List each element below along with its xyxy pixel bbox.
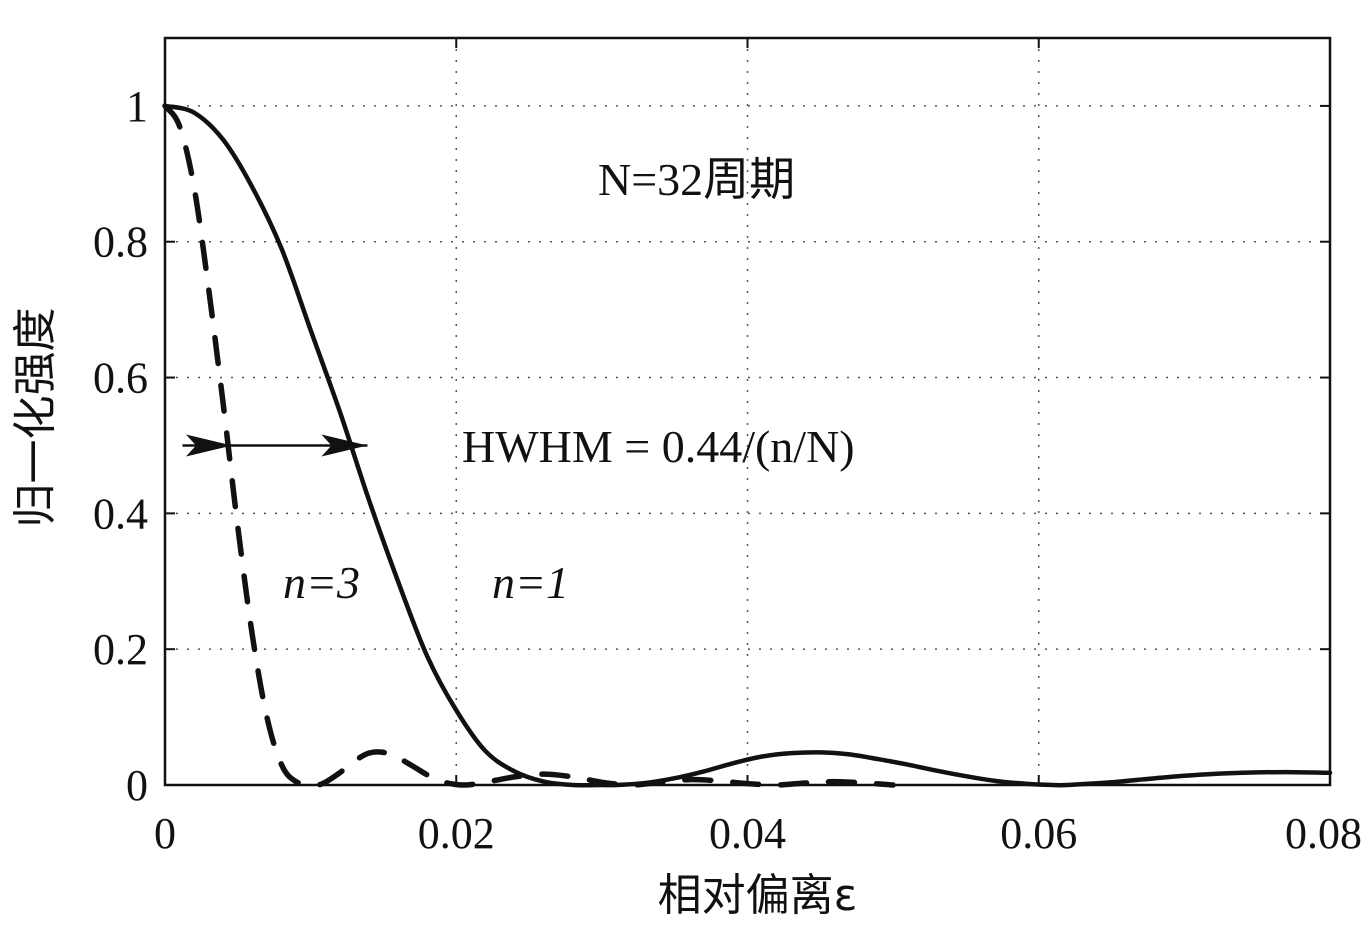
x-tick-label: 0.04 <box>709 809 786 858</box>
y-tick-label: 0.6 <box>93 354 148 403</box>
hwhm-arrows <box>182 434 368 457</box>
hwhm-arrowhead <box>185 434 232 457</box>
label-n3: n=3 <box>283 557 360 608</box>
x-tick-label: 0.08 <box>1285 809 1362 858</box>
period-label: N=32周期 <box>598 154 795 205</box>
x-axis-label: 相对偏离ε <box>658 870 858 921</box>
x-tick-label: 0 <box>154 809 176 858</box>
x-tick-label: 0.06 <box>1000 809 1077 858</box>
label-n1: n=1 <box>492 557 569 608</box>
x-tick-label: 0.02 <box>418 809 495 858</box>
y-tick-label: 0.8 <box>93 218 148 267</box>
y-tick-label: 0.4 <box>93 489 148 538</box>
y-axis-label: 归一化强度 <box>10 308 61 528</box>
hwhm-label: HWHM = 0.44/(n/N) <box>462 421 855 472</box>
series-line-n3 <box>162 103 896 788</box>
y-tick-label: 0.2 <box>93 625 148 674</box>
y-tick-label: 0 <box>126 761 148 810</box>
axis-ticks: 0 0.02 0.04 0.06 0.08 0 0.2 0.4 0.6 0.8 1 <box>93 38 1362 858</box>
y-tick-label: 1 <box>126 82 148 131</box>
hwhm-arrowhead <box>321 434 368 457</box>
